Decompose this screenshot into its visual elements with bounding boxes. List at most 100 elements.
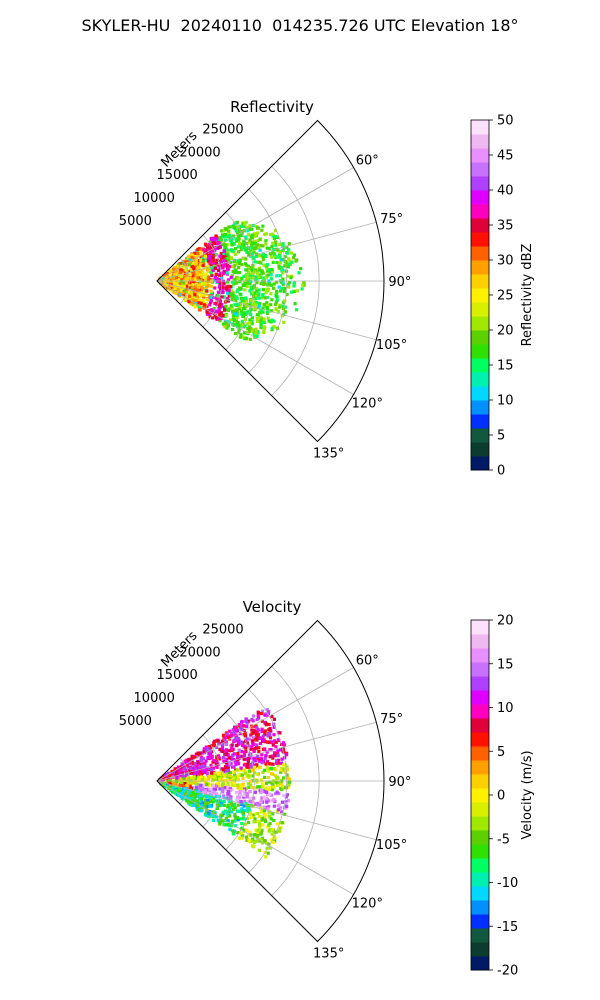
data-pixel <box>259 281 263 286</box>
data-pixel <box>249 285 253 289</box>
data-pixel <box>199 273 203 277</box>
colorbar-tick-label: 5 <box>497 429 505 444</box>
data-pixel <box>217 742 221 746</box>
data-pixel <box>269 741 273 745</box>
data-pixel <box>263 813 268 817</box>
sector-outline <box>156 119 385 443</box>
data-pixel <box>232 776 236 780</box>
data-pixel <box>263 325 267 329</box>
data-pixel <box>219 813 223 817</box>
data-pixel <box>220 263 224 267</box>
data-pixel <box>269 748 273 752</box>
grid-spoke <box>156 280 377 341</box>
data-pixel <box>239 766 243 770</box>
data-pixel <box>193 304 197 308</box>
data-pixel <box>203 278 207 282</box>
data-pixel <box>271 234 275 238</box>
data-pixel <box>258 237 262 241</box>
data-pixel <box>270 326 274 330</box>
data-pixel <box>211 800 216 804</box>
data-pixel <box>219 817 223 821</box>
data-pixel <box>257 746 261 750</box>
data-pixel <box>237 234 241 238</box>
data-pixel <box>237 250 241 254</box>
data-pixel <box>246 764 250 769</box>
data-pixel <box>199 775 204 779</box>
data-pixel <box>164 275 169 279</box>
data-pixel <box>263 296 267 300</box>
data-pixel <box>243 288 247 292</box>
data-pixel <box>198 250 202 254</box>
data-pixel <box>236 774 240 778</box>
data-pixel <box>216 294 220 298</box>
data-pixel <box>246 229 250 233</box>
data-pixel <box>176 793 180 797</box>
data-pixel <box>188 272 192 277</box>
data-pixel <box>211 766 215 770</box>
data-pixel <box>203 805 207 809</box>
data-pixel <box>200 752 204 756</box>
data-pixel <box>255 778 259 783</box>
data-pixel <box>203 764 207 768</box>
data-pixel <box>248 779 253 784</box>
data-pixel <box>187 262 191 266</box>
colorbar-segment <box>471 872 489 887</box>
data-pixel <box>168 781 172 785</box>
data-pixel <box>229 260 233 264</box>
data-pixel <box>230 264 234 268</box>
data-pixel <box>189 793 193 797</box>
data-pixel <box>204 813 208 817</box>
data-pixel <box>187 797 191 801</box>
data-pixel <box>250 268 254 272</box>
data-pixel <box>234 295 238 299</box>
data-pixel <box>220 295 224 299</box>
data-pixel <box>223 736 228 740</box>
data-pixel <box>269 270 273 274</box>
data-pixel <box>213 238 217 242</box>
data-pixel <box>233 303 237 307</box>
data-pixel <box>183 797 187 801</box>
data-pixel <box>188 800 192 804</box>
data-pixel <box>238 305 242 309</box>
data-pixel <box>272 785 276 789</box>
data-pixel <box>205 748 209 752</box>
data-pixel <box>242 793 246 798</box>
data-pixel <box>272 818 276 822</box>
data-pixel <box>285 293 289 297</box>
data-pixel <box>233 784 237 788</box>
data-pixel <box>225 757 229 761</box>
data-pixel <box>206 791 210 795</box>
data-pixel <box>239 754 243 758</box>
data-pixel <box>278 303 282 307</box>
data-pixel <box>226 782 230 786</box>
data-pixel <box>283 805 287 809</box>
data-pixel <box>243 301 247 305</box>
data-pixel <box>261 306 265 310</box>
data-pixel <box>275 235 280 239</box>
data-pixel <box>198 305 202 309</box>
data-pixel <box>189 798 193 802</box>
data-pixel <box>189 758 193 762</box>
data-pixel <box>232 781 236 785</box>
data-pixel <box>265 310 269 314</box>
data-pixel <box>275 751 280 755</box>
data-pixel <box>187 299 191 303</box>
data-pixel <box>257 246 261 250</box>
data-pixel <box>178 784 182 788</box>
data-pixel <box>247 233 251 237</box>
theta-tick-label: 90° <box>388 275 411 290</box>
data-pixel <box>171 280 176 284</box>
data-pixel <box>272 751 277 755</box>
data-pixel <box>230 803 234 807</box>
data-pixel <box>185 767 189 771</box>
polar-grid <box>156 666 384 896</box>
data-pixel <box>222 803 226 807</box>
data-pixel <box>180 762 184 766</box>
data-pixel <box>208 250 212 254</box>
data-pixel <box>253 239 257 243</box>
data-pixel <box>262 330 266 334</box>
data-pixel <box>243 799 247 803</box>
data-pixel <box>255 735 259 739</box>
data-pixel <box>188 761 192 765</box>
data-pixel <box>281 304 285 308</box>
